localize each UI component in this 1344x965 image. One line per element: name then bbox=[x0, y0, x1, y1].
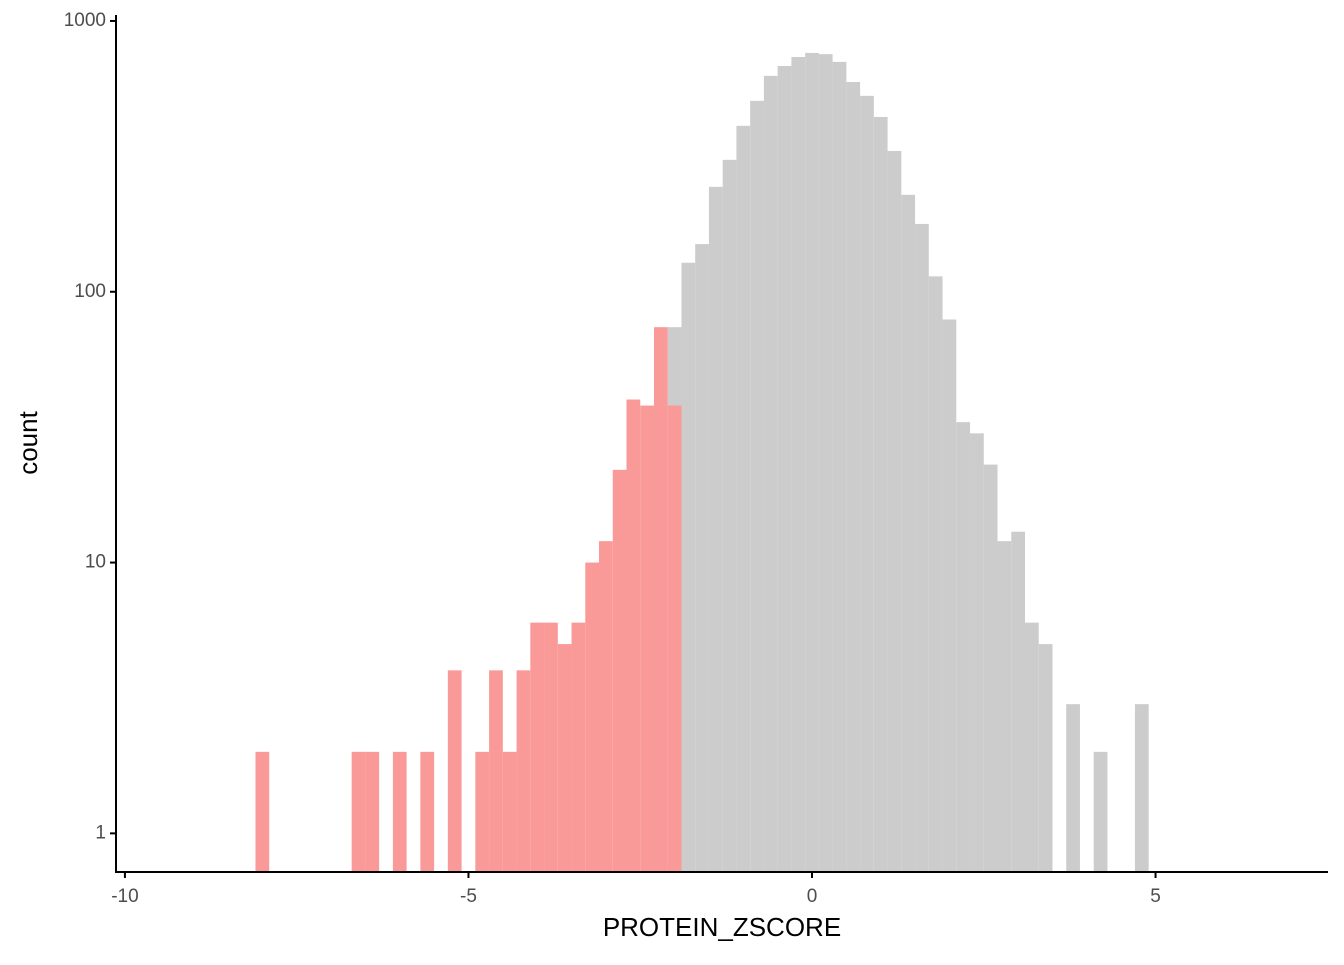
bar bbox=[777, 65, 792, 873]
y-tick-label: 1 bbox=[95, 822, 106, 843]
bar bbox=[475, 751, 490, 872]
bar bbox=[1038, 644, 1053, 872]
y-axis-title: count bbox=[13, 410, 43, 474]
x-tick-label: -10 bbox=[111, 886, 138, 907]
bar bbox=[860, 95, 874, 873]
bar bbox=[420, 751, 435, 872]
bar bbox=[763, 75, 778, 873]
bar bbox=[722, 159, 737, 872]
bar bbox=[846, 82, 861, 873]
bar bbox=[530, 622, 545, 872]
bar bbox=[1066, 704, 1080, 872]
bar bbox=[351, 751, 366, 872]
bar bbox=[489, 670, 503, 872]
bar bbox=[942, 319, 957, 872]
bar bbox=[502, 751, 517, 872]
y-tick-label: 1000 bbox=[64, 10, 106, 31]
x-tick-label: -5 bbox=[460, 886, 477, 907]
y-tick-label: 10 bbox=[85, 552, 106, 573]
bar bbox=[1134, 704, 1149, 872]
bar bbox=[1011, 531, 1025, 872]
bars bbox=[255, 52, 1149, 873]
bar bbox=[392, 751, 407, 872]
x-tick-label: 0 bbox=[807, 886, 818, 907]
bar bbox=[681, 262, 696, 873]
bar bbox=[571, 622, 586, 872]
bar bbox=[818, 54, 833, 873]
bar bbox=[750, 100, 764, 873]
bar bbox=[887, 150, 902, 872]
bar bbox=[915, 223, 929, 873]
bar bbox=[956, 422, 971, 872]
bar bbox=[791, 57, 806, 872]
bar bbox=[640, 405, 654, 872]
bar bbox=[873, 116, 888, 873]
bar bbox=[626, 399, 641, 872]
bar bbox=[1093, 751, 1108, 872]
bar bbox=[928, 276, 943, 873]
bar bbox=[983, 464, 998, 872]
bar bbox=[832, 61, 847, 872]
bar bbox=[544, 622, 558, 872]
bar bbox=[667, 405, 682, 872]
bar bbox=[1025, 622, 1039, 872]
x-tick-label: 5 bbox=[1150, 886, 1161, 907]
bar bbox=[365, 751, 380, 872]
y-tick-label: 100 bbox=[74, 281, 106, 302]
bar bbox=[997, 541, 1012, 872]
bar bbox=[708, 186, 723, 873]
bar bbox=[585, 562, 600, 872]
bar bbox=[255, 751, 270, 872]
bar bbox=[599, 541, 613, 872]
bar bbox=[805, 52, 819, 872]
bar bbox=[653, 327, 668, 872]
x-axis-title: PROTEIN_ZSCORE bbox=[603, 912, 841, 942]
bar bbox=[516, 670, 531, 872]
bar bbox=[612, 469, 627, 872]
bar bbox=[970, 433, 984, 872]
bar bbox=[901, 194, 916, 873]
bar bbox=[736, 125, 751, 872]
bar bbox=[557, 644, 572, 872]
bar bbox=[447, 670, 462, 872]
bar bbox=[695, 244, 709, 872]
